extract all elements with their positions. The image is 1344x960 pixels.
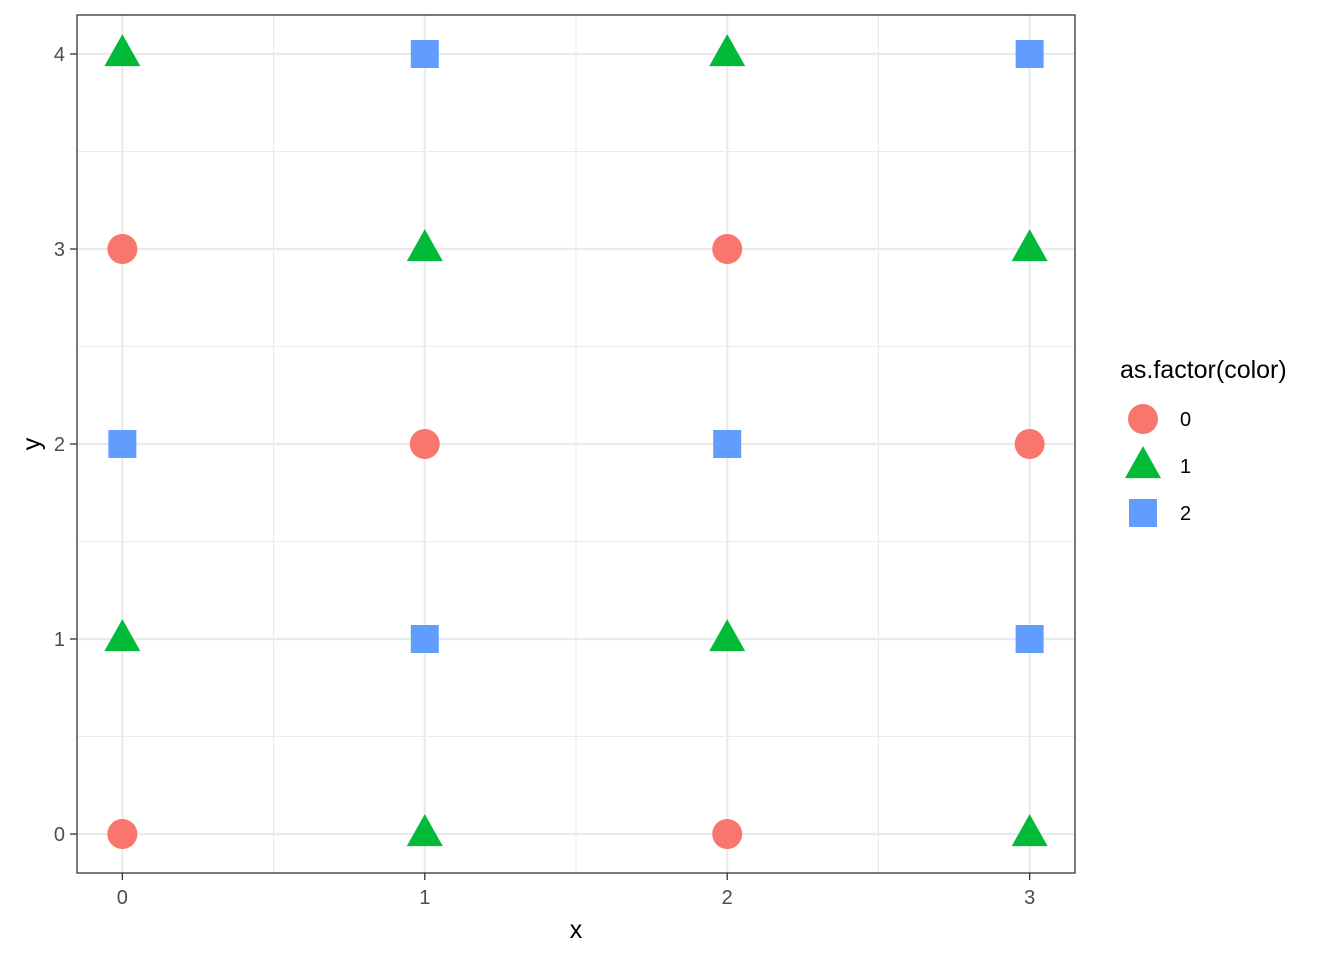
- y-tick-label: 0: [54, 824, 65, 846]
- data-point: [108, 430, 137, 458]
- data-point: [709, 34, 746, 67]
- data-point: [107, 234, 138, 264]
- legend-key-0: [1128, 404, 1158, 434]
- data-point: [409, 429, 440, 459]
- x-tick-label: 3: [1024, 887, 1035, 909]
- data-point: [406, 229, 443, 262]
- legend-label-2: 2: [1180, 503, 1191, 525]
- data-point: [1014, 429, 1045, 459]
- data-point: [410, 40, 439, 68]
- legend: as.factor(color) 0 1 2: [1120, 356, 1287, 527]
- x-axis: 0 1 2 3: [117, 873, 1035, 909]
- data-point: [107, 819, 138, 849]
- x-tick-label: 2: [722, 887, 733, 909]
- legend-label-1: 1: [1180, 456, 1191, 478]
- data-point: [1015, 625, 1044, 653]
- data-point: [712, 819, 743, 849]
- x-tick-label: 1: [419, 887, 430, 909]
- y-tick-label: 4: [54, 44, 65, 66]
- y-tick-label: 3: [54, 239, 65, 261]
- data-point: [104, 34, 141, 67]
- data-point: [104, 619, 141, 652]
- data-point: [1011, 229, 1048, 262]
- data-point: [410, 625, 439, 653]
- data-point: [1015, 40, 1044, 68]
- legend-entries: 0 1 2: [1125, 404, 1191, 527]
- y-tick-label: 2: [54, 434, 65, 456]
- legend-key-2: [1129, 499, 1157, 527]
- y-axis-title: y: [18, 437, 46, 450]
- data-point: [712, 234, 743, 264]
- x-axis-title: x: [570, 916, 583, 944]
- legend-label-0: 0: [1180, 409, 1191, 431]
- y-axis: 0 1 2 3 4: [54, 44, 77, 846]
- data-points: [104, 34, 1048, 849]
- legend-title: as.factor(color): [1120, 356, 1287, 384]
- y-tick-label: 1: [54, 629, 65, 651]
- data-point: [713, 430, 742, 458]
- data-point: [406, 814, 443, 847]
- x-tick-label: 0: [117, 887, 128, 909]
- legend-key-1: [1125, 446, 1161, 479]
- data-point: [1011, 814, 1048, 847]
- data-point: [709, 619, 746, 652]
